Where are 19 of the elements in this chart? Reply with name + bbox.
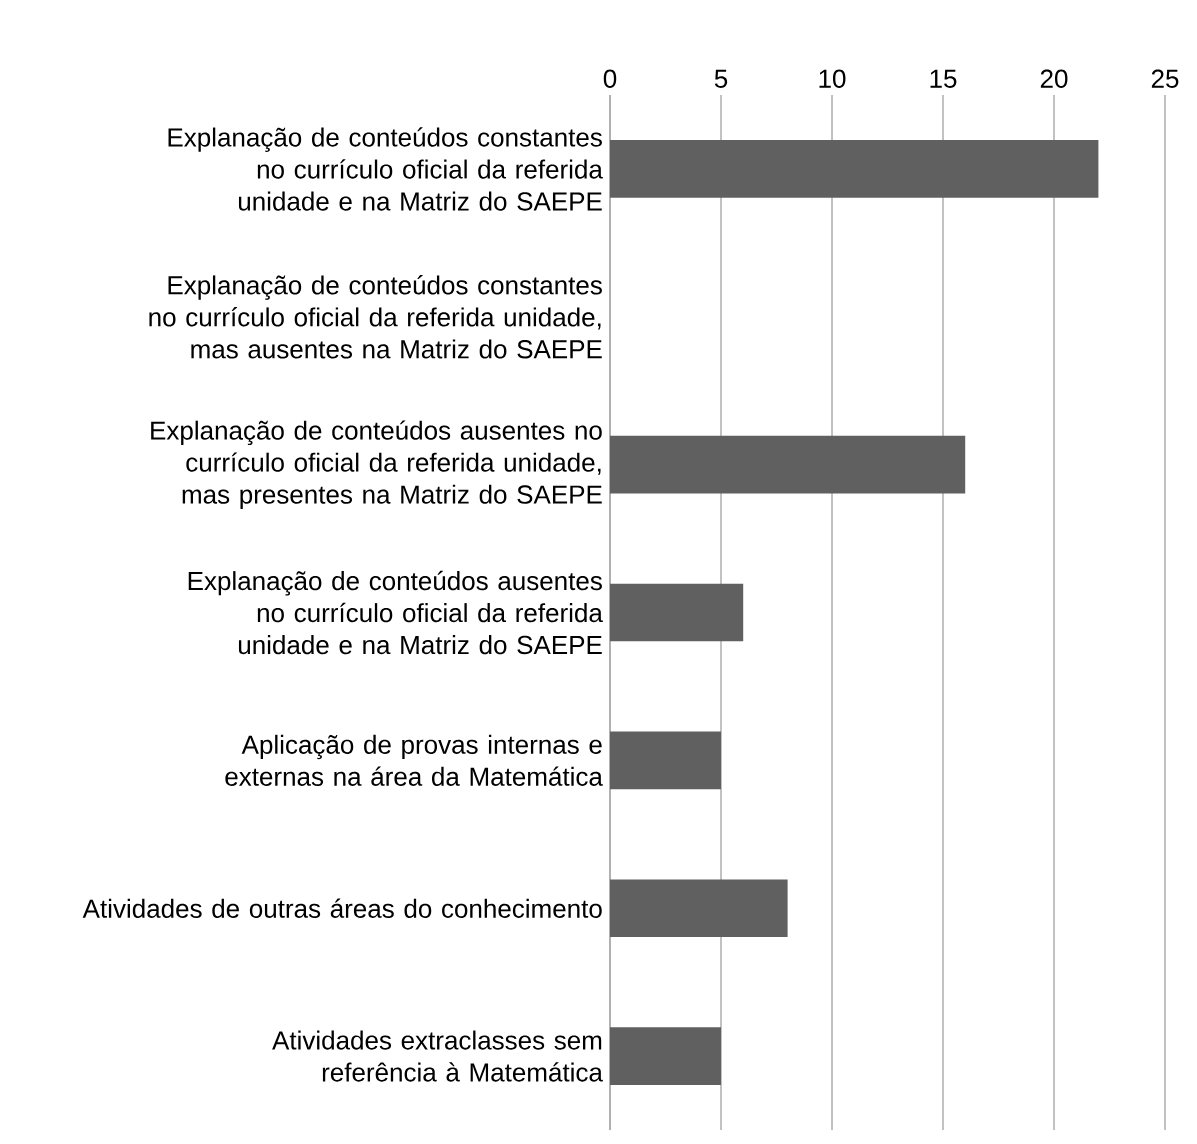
y-tick-label: Explanação de conteúdos constantes no currículo oficial da referida unidade, mas ausentes na Matriz do SAEPE bbox=[149, 275, 602, 359]
bar bbox=[610, 879, 788, 938]
x-tick-label: 0 bbox=[603, 69, 617, 88]
bar bbox=[610, 435, 966, 494]
x-tick-label: 5 bbox=[714, 69, 728, 88]
x-tick-label: 25 bbox=[1151, 69, 1179, 88]
y-tick-label: Aplicação de provas internas e externas na área da Matemática bbox=[225, 734, 603, 786]
bar bbox=[610, 583, 744, 642]
y-tick-label: Explanação de conteúdos ausentes no currículo oficial da referida unidade, mas presentes na Matriz do SAEPE bbox=[151, 420, 602, 509]
bar bbox=[610, 140, 1099, 198]
y-tick-label: Atividades extraclasses sem referência à Matemática bbox=[272, 1030, 603, 1082]
bar bbox=[610, 731, 721, 790]
y-tick-label: Atividades de outras áreas do conhecimento bbox=[82, 898, 602, 918]
y-tick-label: Explanação de conteúdos constantes no currículo oficial da referida unidade e na Matriz do SAEPE bbox=[168, 127, 603, 211]
bar bbox=[610, 1027, 721, 1085]
x-tick-label: 20 bbox=[1040, 69, 1068, 88]
x-tick-label: 15 bbox=[930, 69, 957, 88]
y-tick-label: Explanação de conteúdos ausentes no currículo oficial da referida unidade e na Matriz do SAEPE bbox=[188, 570, 603, 655]
x-tick-label: 10 bbox=[819, 69, 846, 88]
